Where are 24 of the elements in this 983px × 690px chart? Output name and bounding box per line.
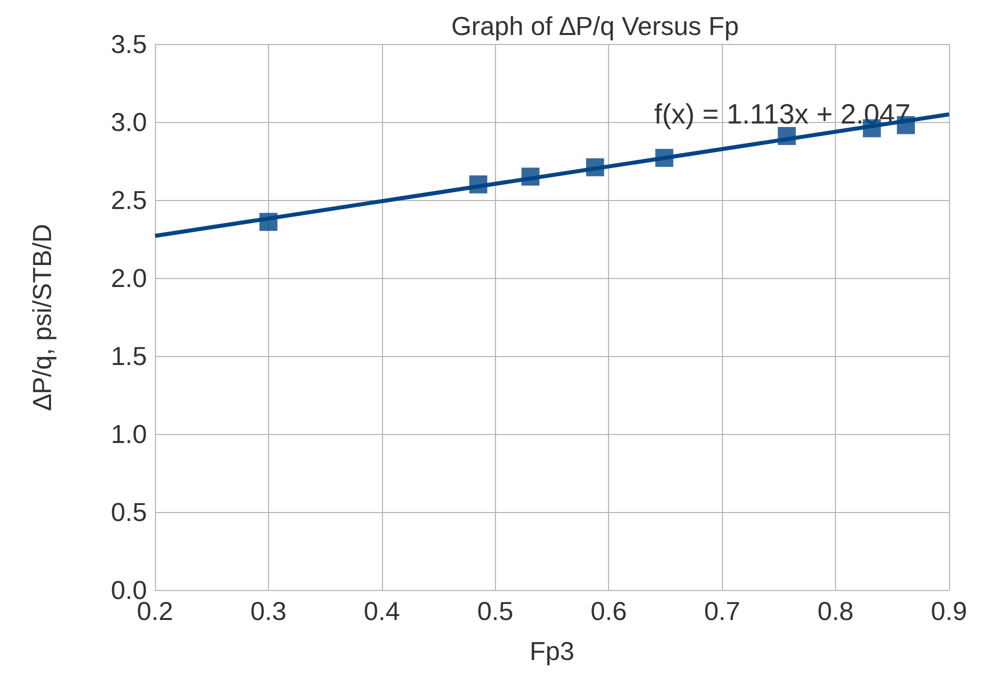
x-tick-label: 0.3 <box>250 596 287 626</box>
y-tick-label: 0.5 <box>110 497 147 527</box>
x-axis-title: Fp3 <box>530 636 574 666</box>
y-tick-label: 3.5 <box>110 29 147 59</box>
y-tick-label: 2.5 <box>110 185 147 215</box>
y-tick-label: 1.5 <box>110 341 147 371</box>
point <box>521 168 540 186</box>
x-tick-label: 0.4 <box>364 596 400 626</box>
point <box>469 175 488 194</box>
y-axis-title: ∆P/q, psi/STB/D <box>27 224 57 410</box>
chart-title: Graph of ∆P/q Versus Fp <box>451 11 739 41</box>
x-tick-label: 0.8 <box>817 596 854 626</box>
point <box>778 127 796 146</box>
x-tick-label: 0.7 <box>704 596 740 626</box>
x-tick-label: 0.9 <box>930 596 968 626</box>
y-tick-label: 3.0 <box>110 107 147 137</box>
point <box>655 148 674 167</box>
point <box>259 212 278 231</box>
y-tick-label: 2.0 <box>110 263 147 293</box>
x-tick-label: 0.6 <box>590 596 627 626</box>
annotation: f(x) = 1.113x + 2.047 <box>654 98 911 130</box>
y-tick-label: 1.0 <box>110 419 147 449</box>
x-tick-label: 0.5 <box>477 596 514 626</box>
point <box>586 158 604 176</box>
